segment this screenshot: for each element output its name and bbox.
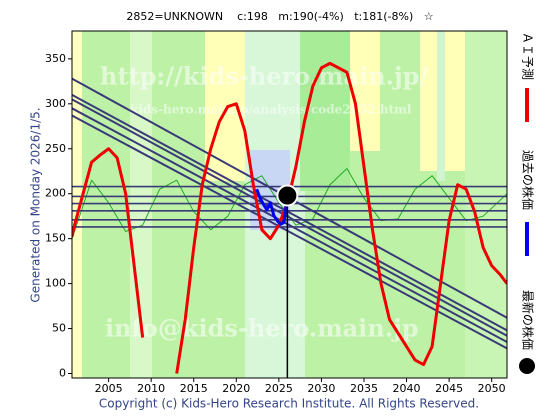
legend-label: 最新の株価 <box>521 290 536 350</box>
watermark: http://kids-hero.main.jp/ <box>100 62 428 91</box>
legend-label: 過去の株価 <box>521 150 536 210</box>
side-text: Generated on Monday 2026/1/5. <box>29 107 43 302</box>
legend-marker <box>519 358 535 374</box>
y-tick-label: 250 <box>45 142 66 155</box>
series-line <box>72 61 507 374</box>
watermark: info@kids-hero.main.jp <box>105 314 419 343</box>
y-tick-label: 350 <box>45 52 66 65</box>
plot-frame <box>71 30 508 379</box>
x-tick-label: 2005 <box>95 382 123 395</box>
legend-label: ＡＩ予測 <box>521 32 535 80</box>
x-tick-label: 2050 <box>478 382 506 395</box>
trend-line <box>72 107 507 343</box>
x-tick-label: 2015 <box>180 382 208 395</box>
x-tick-label: 2040 <box>393 382 421 395</box>
trend-line <box>72 98 507 337</box>
y-tick-label: 0 <box>59 367 66 380</box>
x-tick-label: 2030 <box>307 382 335 395</box>
x-tick-label: 2035 <box>350 382 378 395</box>
x-tick-label: 2025 <box>265 382 293 395</box>
chart-title: 2852=UNKNOWN c:198 m:190(-4%) t:181(-8%)… <box>126 10 433 23</box>
y-tick-label: 100 <box>45 277 66 290</box>
plot-area <box>72 61 507 378</box>
trend-line <box>72 114 507 350</box>
y-tick-label: 200 <box>45 187 66 200</box>
x-tick-label: 2010 <box>137 382 165 395</box>
y-tick-label: 300 <box>45 97 66 110</box>
latest-point <box>276 184 299 207</box>
y-tick-label: 50 <box>52 322 66 335</box>
trend-line <box>72 93 507 332</box>
x-tick-label: 2020 <box>222 382 250 395</box>
watermark: kids-hero.main.jp/analysis/code2852.html <box>130 103 412 117</box>
background <box>72 31 507 378</box>
series-line <box>255 188 289 226</box>
x-tick-label: 2045 <box>435 382 463 395</box>
footer: Copyright (c) Kids-Hero Research Institu… <box>99 397 479 411</box>
y-tick-label: 150 <box>45 232 66 245</box>
